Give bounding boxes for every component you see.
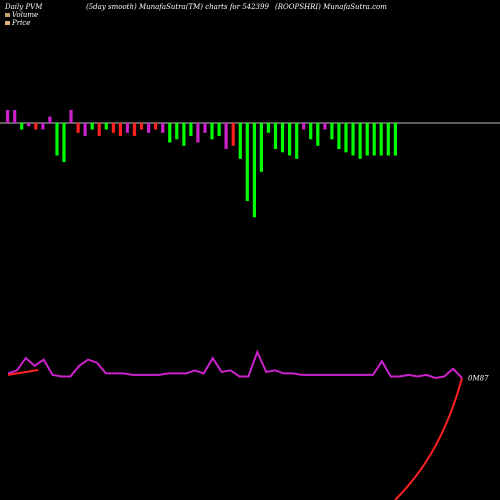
volume-bar <box>13 110 17 123</box>
volume-bar <box>27 123 31 127</box>
volume-bar <box>280 123 285 153</box>
volume-bar <box>147 123 151 133</box>
volume-bar <box>288 123 292 156</box>
volume-bar <box>330 123 334 140</box>
volume-bar <box>189 123 193 136</box>
volume-bar <box>83 123 87 136</box>
volume-bar <box>55 123 59 156</box>
volume-bar <box>266 123 270 133</box>
volume-bar <box>62 123 66 162</box>
volume-bar <box>69 110 73 123</box>
volume-bar <box>48 116 52 123</box>
volume-bar <box>295 123 299 159</box>
legend-price-label: Price <box>12 19 31 27</box>
volume-bar <box>161 123 165 133</box>
volume-bar <box>365 123 369 156</box>
volume-bar <box>259 123 263 172</box>
chart-source: (ROOPSHRI) MunafaSutra.com <box>275 3 387 11</box>
legend-volume-label: Volume <box>12 11 39 19</box>
projection-line-left <box>7 369 39 376</box>
chart-label-left: Daily PVM <box>5 3 43 11</box>
volume-bar <box>210 123 214 140</box>
volume-bar <box>309 123 313 140</box>
volume-bar <box>196 123 200 143</box>
volume-bar <box>393 123 397 156</box>
volume-bar <box>351 123 355 156</box>
volume-bar <box>245 123 249 201</box>
volume-bar <box>76 123 80 133</box>
volume-bar <box>168 123 172 143</box>
volume-bar <box>372 123 376 156</box>
volume-bar <box>358 123 362 159</box>
volume-bar <box>182 123 186 146</box>
volume-bar <box>344 123 348 153</box>
volume-bar <box>118 123 122 136</box>
volume-bar <box>175 123 179 140</box>
volume-bar <box>316 123 320 146</box>
volume-bar <box>6 110 10 123</box>
legend-price: Price <box>5 19 30 27</box>
volume-bar <box>252 123 256 218</box>
volume-bar <box>20 123 24 130</box>
volume-bar <box>379 123 383 156</box>
chart-title: (5day smooth) MunafaSutra(TM) charts for… <box>86 3 269 11</box>
legend-volume: Volume <box>5 11 38 19</box>
projection-line-right <box>394 377 463 500</box>
volume-bar <box>104 123 108 130</box>
volume-bar <box>139 123 144 130</box>
volume-bar <box>125 123 129 133</box>
volume-bar <box>273 123 278 149</box>
volume-bar <box>90 123 94 130</box>
price-line <box>7 349 463 380</box>
volume-bar <box>323 123 327 130</box>
volume-bar <box>386 123 390 156</box>
volume-bar <box>231 123 235 146</box>
volume-bar <box>154 123 158 130</box>
volume-bar <box>41 123 45 130</box>
volume-bar <box>224 123 228 149</box>
volume-bar <box>302 123 306 130</box>
volume-bar <box>337 123 341 149</box>
volume-bar <box>111 123 115 133</box>
volume-bar <box>203 123 207 133</box>
volume-bar <box>132 123 137 136</box>
volume-bar <box>217 123 221 136</box>
volume-bar <box>34 123 38 130</box>
volume-bar <box>238 123 242 159</box>
legend-volume-swatch <box>5 13 10 17</box>
price-end-label: 0M87 <box>468 375 489 383</box>
legend-price-swatch <box>5 21 10 25</box>
volume-bar <box>97 123 101 136</box>
